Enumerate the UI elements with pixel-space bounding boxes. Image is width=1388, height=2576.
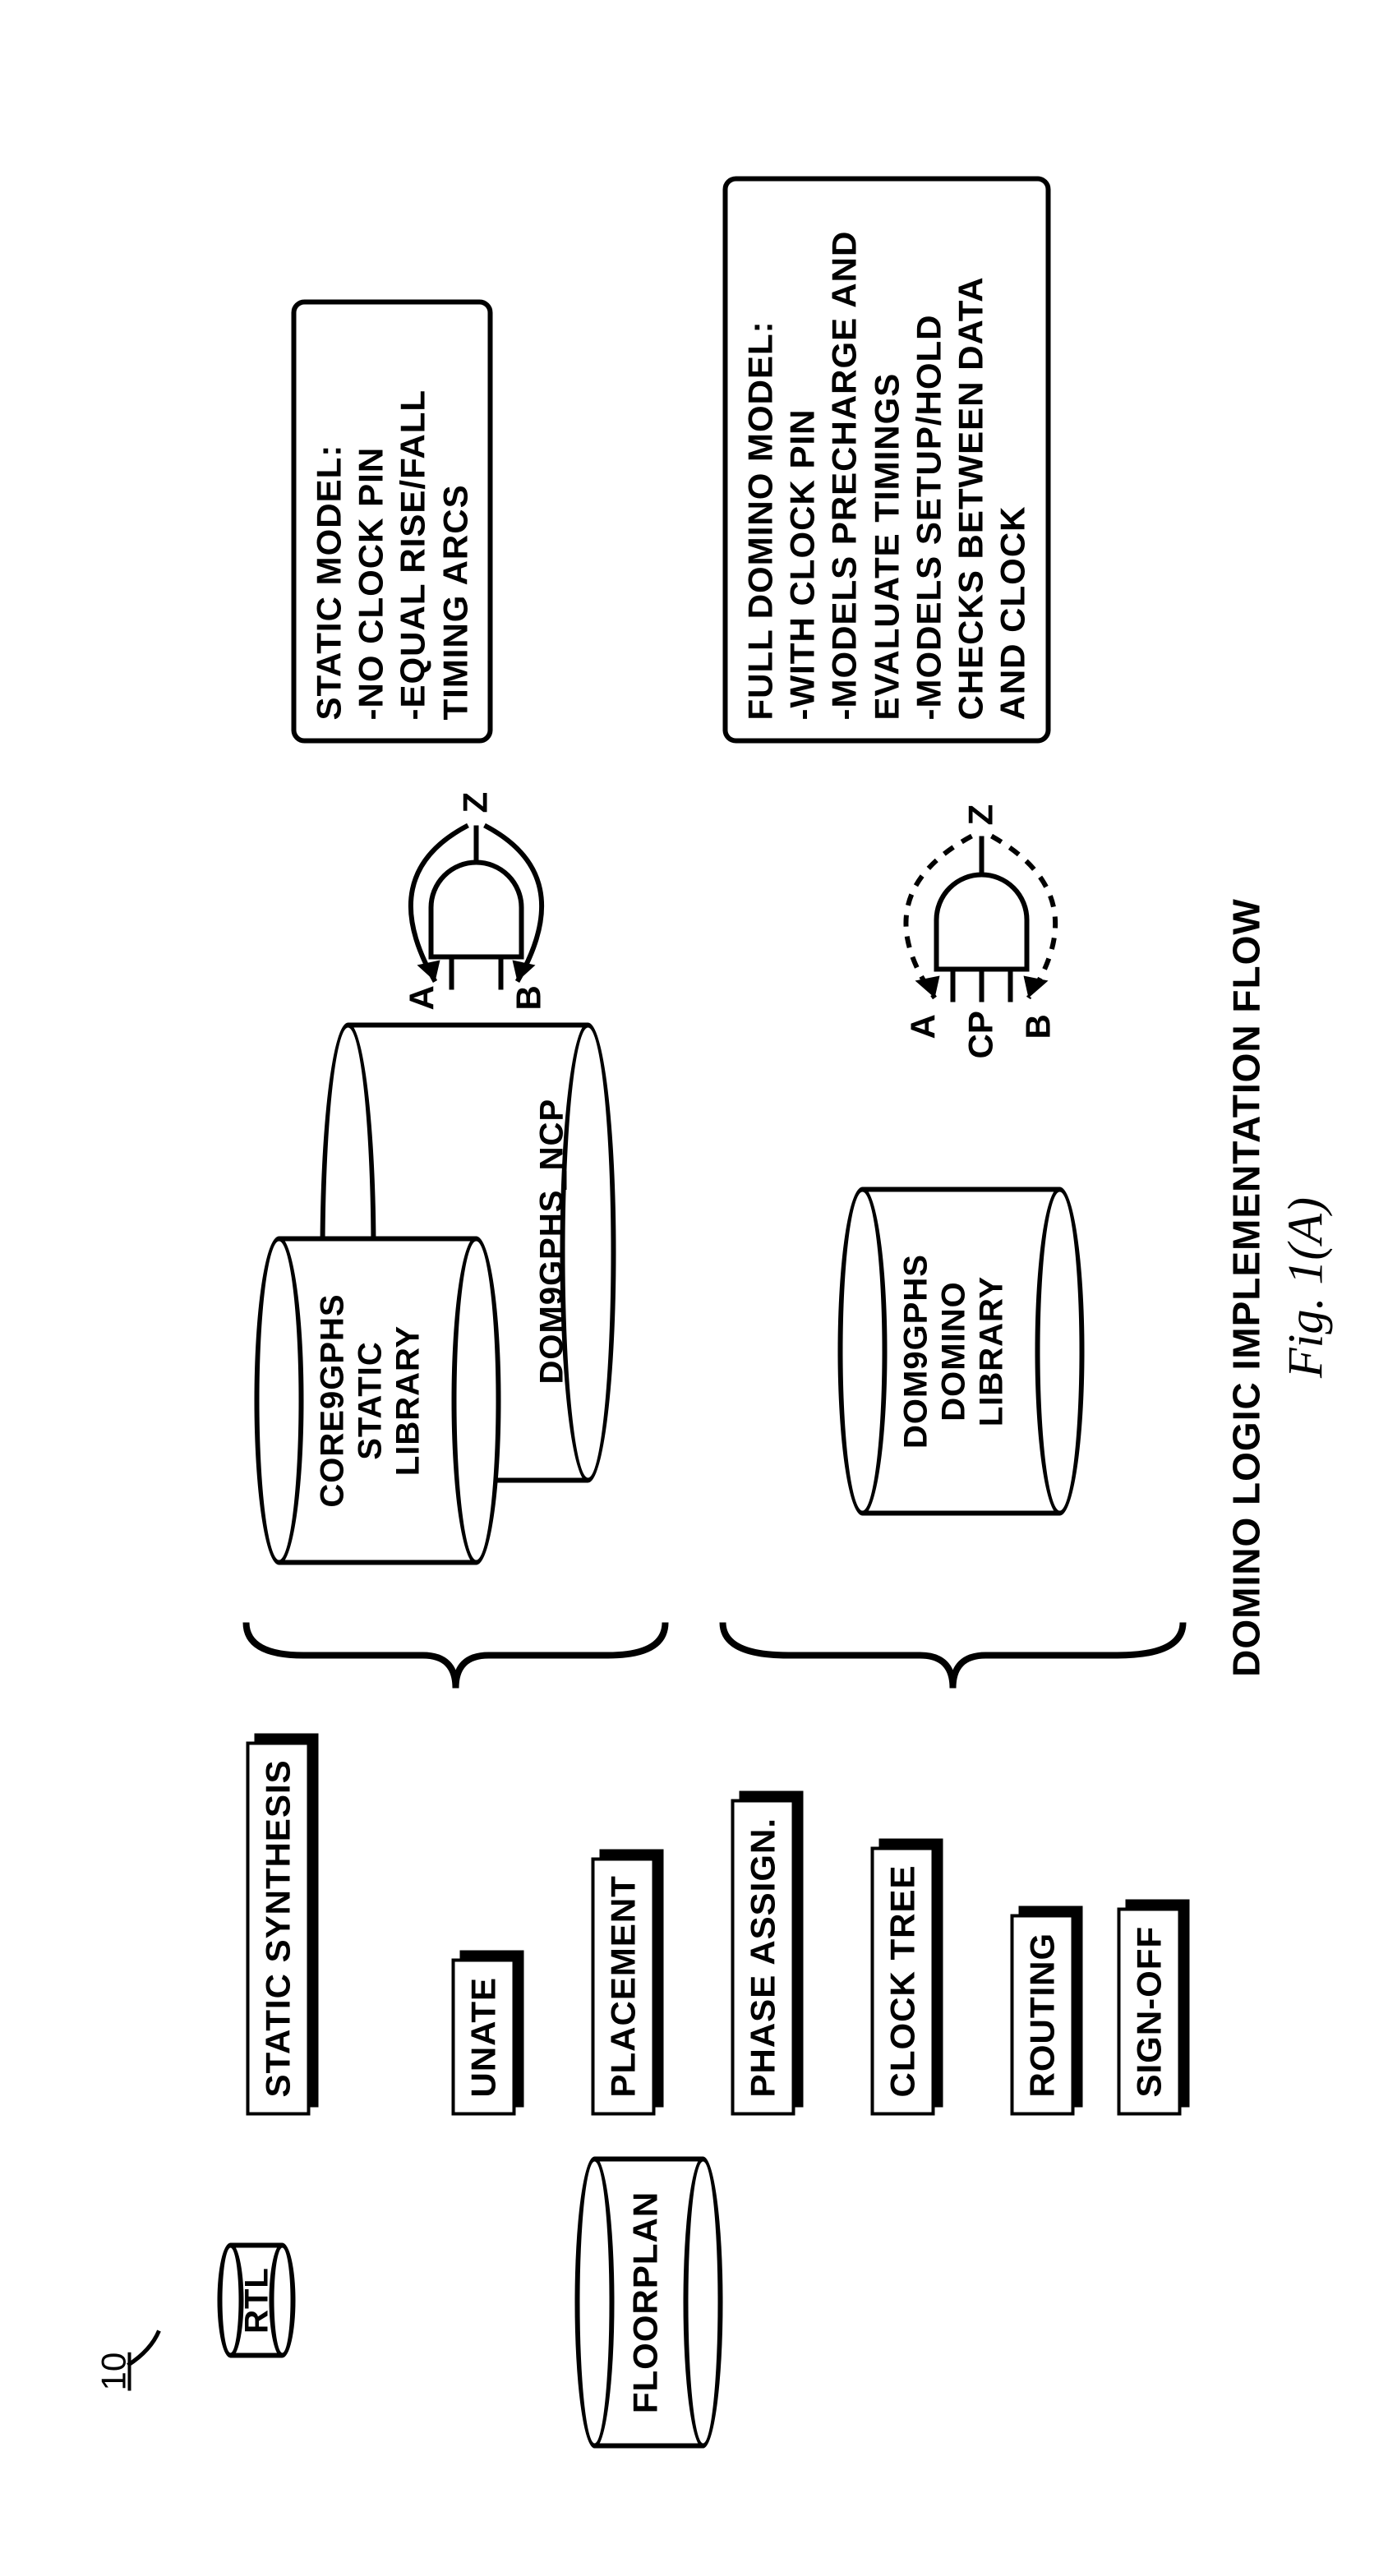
step-routing: ROUTING	[1011, 1915, 1075, 2116]
domino-gate-z: Z	[961, 804, 1001, 826]
domino-model-note: FULL DOMINO MODEL: -WITH CLOCK PIN -MODE…	[723, 177, 1051, 744]
dom-ncp-label: DOM9GPHS_NCP	[534, 1023, 571, 1385]
domino-gate-a: A	[904, 1014, 943, 1039]
rtl-cylinder: RTL	[218, 2243, 296, 2358]
diagram-stage: 10 RTL FLOORPLAN STATIC SYNTHESIS UNATE …	[0, 0, 1388, 2576]
step-placement: PLACEMENT	[592, 1857, 656, 2115]
dom-domino-label: DOM9GPHS DOMINO LIBRARY	[897, 1187, 1011, 1516]
core-static-label: CORE9GPHS STATIC LIBRARY	[314, 1237, 427, 1565]
domino-gate-b: B	[1019, 1014, 1058, 1039]
floorplan-label: FLOORPLAN	[626, 2157, 666, 2449]
floorplan-cylinder: FLOORPLAN	[575, 2157, 723, 2449]
static-gate-b: B	[510, 985, 549, 1010]
figure-label: Fig. 1(A)	[1278, 0, 1335, 2576]
core-static-cylinder: CORE9GPHS STATIC LIBRARY	[255, 1237, 501, 1565]
step-signoff: SIGN-OFF	[1118, 1908, 1182, 2116]
static-model-note: STATIC MODEL: -NO CLOCK PIN -EQUAL RISE/…	[292, 300, 493, 744]
ref-hook	[123, 2321, 173, 2371]
rtl-label: RTL	[239, 2243, 276, 2358]
static-gate-a: A	[403, 985, 442, 1010]
brace-bottom	[715, 1615, 1192, 1697]
step-phase-assign: PHASE ASSIGN.	[731, 1800, 795, 2116]
step-static-synthesis: STATIC SYNTHESIS	[247, 1741, 311, 2115]
static-gate-z: Z	[456, 792, 496, 813]
dom-domino-cylinder: DOM9GPHS DOMINO LIBRARY	[838, 1187, 1085, 1516]
diagram-caption: DOMINO LOGIC IMPLEMENTATION FLOW	[1224, 0, 1269, 2576]
brace-top	[238, 1615, 674, 1697]
step-unate: UNATE	[452, 1959, 516, 2116]
domino-gate-cp: CP	[961, 1011, 1001, 1058]
step-clock-tree: CLOCK TREE	[871, 1847, 935, 2116]
